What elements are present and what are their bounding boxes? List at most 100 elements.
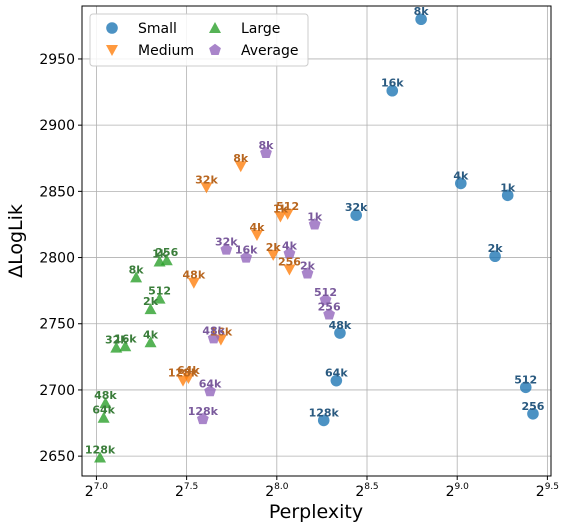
legend-label-medium: Medium bbox=[138, 43, 194, 59]
point-small bbox=[501, 189, 514, 202]
y-tick-label: 2800 bbox=[39, 251, 75, 267]
point-label-small: 64k bbox=[325, 367, 348, 380]
y-axis-label: ΔLogLik bbox=[5, 204, 27, 278]
plot-frame bbox=[81, 5, 552, 477]
point-label-medium: 2k bbox=[266, 241, 282, 254]
point-average bbox=[207, 332, 220, 344]
point-label-medium: 8k bbox=[233, 152, 249, 165]
y-tick-label: 2950 bbox=[39, 52, 75, 68]
point-label-large: 256 bbox=[155, 246, 178, 259]
point-medium bbox=[182, 373, 195, 385]
legend-box bbox=[89, 13, 309, 67]
point-label-medium: 4k bbox=[249, 221, 265, 234]
point-label-average: 4k bbox=[282, 240, 298, 253]
y-tick-label: 2900 bbox=[39, 118, 75, 134]
y-tick-label: 2750 bbox=[39, 317, 75, 333]
point-medium bbox=[267, 249, 280, 261]
point-medium bbox=[200, 182, 213, 194]
point-label-small: 512 bbox=[514, 373, 537, 386]
point-label-average: 256 bbox=[318, 300, 341, 313]
x-axis-label: Perplexity bbox=[269, 501, 363, 523]
point-label-large: 512 bbox=[148, 285, 171, 298]
point-average bbox=[260, 146, 272, 158]
point-label-average: 64k bbox=[199, 377, 222, 390]
point-label-small: 2k bbox=[488, 242, 504, 255]
y-axis: 2650 2700 2750 2800 2850 2900 2950 bbox=[39, 52, 82, 465]
point-label-average: 16k bbox=[235, 244, 258, 257]
point-label-medium: 32k bbox=[195, 173, 218, 186]
point-label-medium: 48k bbox=[183, 269, 206, 282]
point-label-large: 48k bbox=[94, 389, 117, 402]
legend-marker-small bbox=[106, 22, 118, 34]
point-medium bbox=[274, 211, 287, 223]
legend-label-large: Large bbox=[241, 21, 280, 37]
point-label-average: 2k bbox=[300, 259, 316, 272]
point-average bbox=[308, 218, 321, 230]
point-average bbox=[283, 247, 296, 259]
point-medium bbox=[283, 264, 296, 276]
point-large bbox=[144, 336, 157, 348]
point-label-medium: 256 bbox=[278, 255, 301, 268]
point-large bbox=[110, 341, 123, 353]
legend-label-small: Small bbox=[138, 21, 177, 37]
point-label-medium: 1k bbox=[273, 203, 289, 216]
point-small bbox=[334, 327, 346, 339]
point-large bbox=[97, 411, 110, 423]
point-label-average: 48k bbox=[202, 324, 225, 337]
point-label-small: 128k bbox=[309, 406, 340, 419]
point-label-large: 64k bbox=[92, 404, 115, 417]
point-label-small: 1k bbox=[500, 181, 516, 194]
point-label-large: 32k bbox=[105, 334, 128, 347]
x-tick-label: 28.0 bbox=[265, 482, 289, 500]
point-label-large: 4k bbox=[143, 328, 159, 341]
legend-marker-large bbox=[209, 22, 221, 33]
point-label-small: 16k bbox=[381, 77, 404, 90]
point-label-large: 8k bbox=[129, 263, 145, 276]
point-label-average: 1k bbox=[307, 210, 323, 223]
point-average bbox=[204, 385, 216, 397]
point-large bbox=[99, 397, 112, 409]
point-small bbox=[527, 407, 539, 420]
point-label-small: 8k bbox=[414, 5, 430, 18]
point-medium bbox=[187, 277, 200, 289]
point-large bbox=[144, 303, 157, 315]
x-axis: 27.0 27.5 28.0 28.5 29.0 29.5 bbox=[85, 476, 559, 500]
point-label-large: 128k bbox=[85, 443, 116, 456]
point-small bbox=[519, 381, 532, 394]
point-label-small: 32k bbox=[345, 201, 368, 214]
grid-lines bbox=[82, 6, 551, 476]
point-label-medium: 64k bbox=[177, 364, 200, 377]
y-tick-label: 2850 bbox=[39, 184, 75, 200]
point-label-average: 8k bbox=[259, 139, 275, 152]
point-small bbox=[317, 414, 330, 427]
legend-marker-medium bbox=[106, 45, 118, 56]
point-label-average: 512 bbox=[314, 286, 337, 299]
point-label-large: 2k bbox=[143, 295, 159, 308]
point-medium bbox=[250, 230, 263, 242]
point-label-small: 48k bbox=[329, 319, 352, 332]
point-label-small: 4k bbox=[453, 169, 469, 182]
point-label-medium: 128k bbox=[168, 367, 199, 380]
point-small bbox=[350, 209, 362, 221]
point-label-medium: 512 bbox=[276, 200, 299, 213]
point-average bbox=[319, 293, 332, 305]
point-average bbox=[196, 412, 209, 425]
data-points bbox=[94, 13, 539, 463]
legend: Small Medium Large Average bbox=[89, 13, 309, 67]
point-label-large: 1k bbox=[152, 248, 168, 261]
point-small bbox=[489, 250, 501, 263]
y-tick-label: 2700 bbox=[39, 383, 75, 399]
point-large bbox=[130, 271, 143, 283]
point-average bbox=[323, 308, 336, 320]
x-tick-label: 27.0 bbox=[85, 482, 109, 500]
point-small bbox=[386, 84, 399, 97]
point-medium bbox=[281, 208, 294, 220]
point-large bbox=[153, 292, 166, 304]
point-medium bbox=[234, 161, 247, 173]
x-tick-label: 27.5 bbox=[175, 482, 198, 500]
point-label-small: 256 bbox=[521, 400, 544, 413]
point-average bbox=[220, 243, 233, 255]
point-label-large: 16k bbox=[114, 332, 137, 345]
point-small bbox=[330, 374, 343, 387]
